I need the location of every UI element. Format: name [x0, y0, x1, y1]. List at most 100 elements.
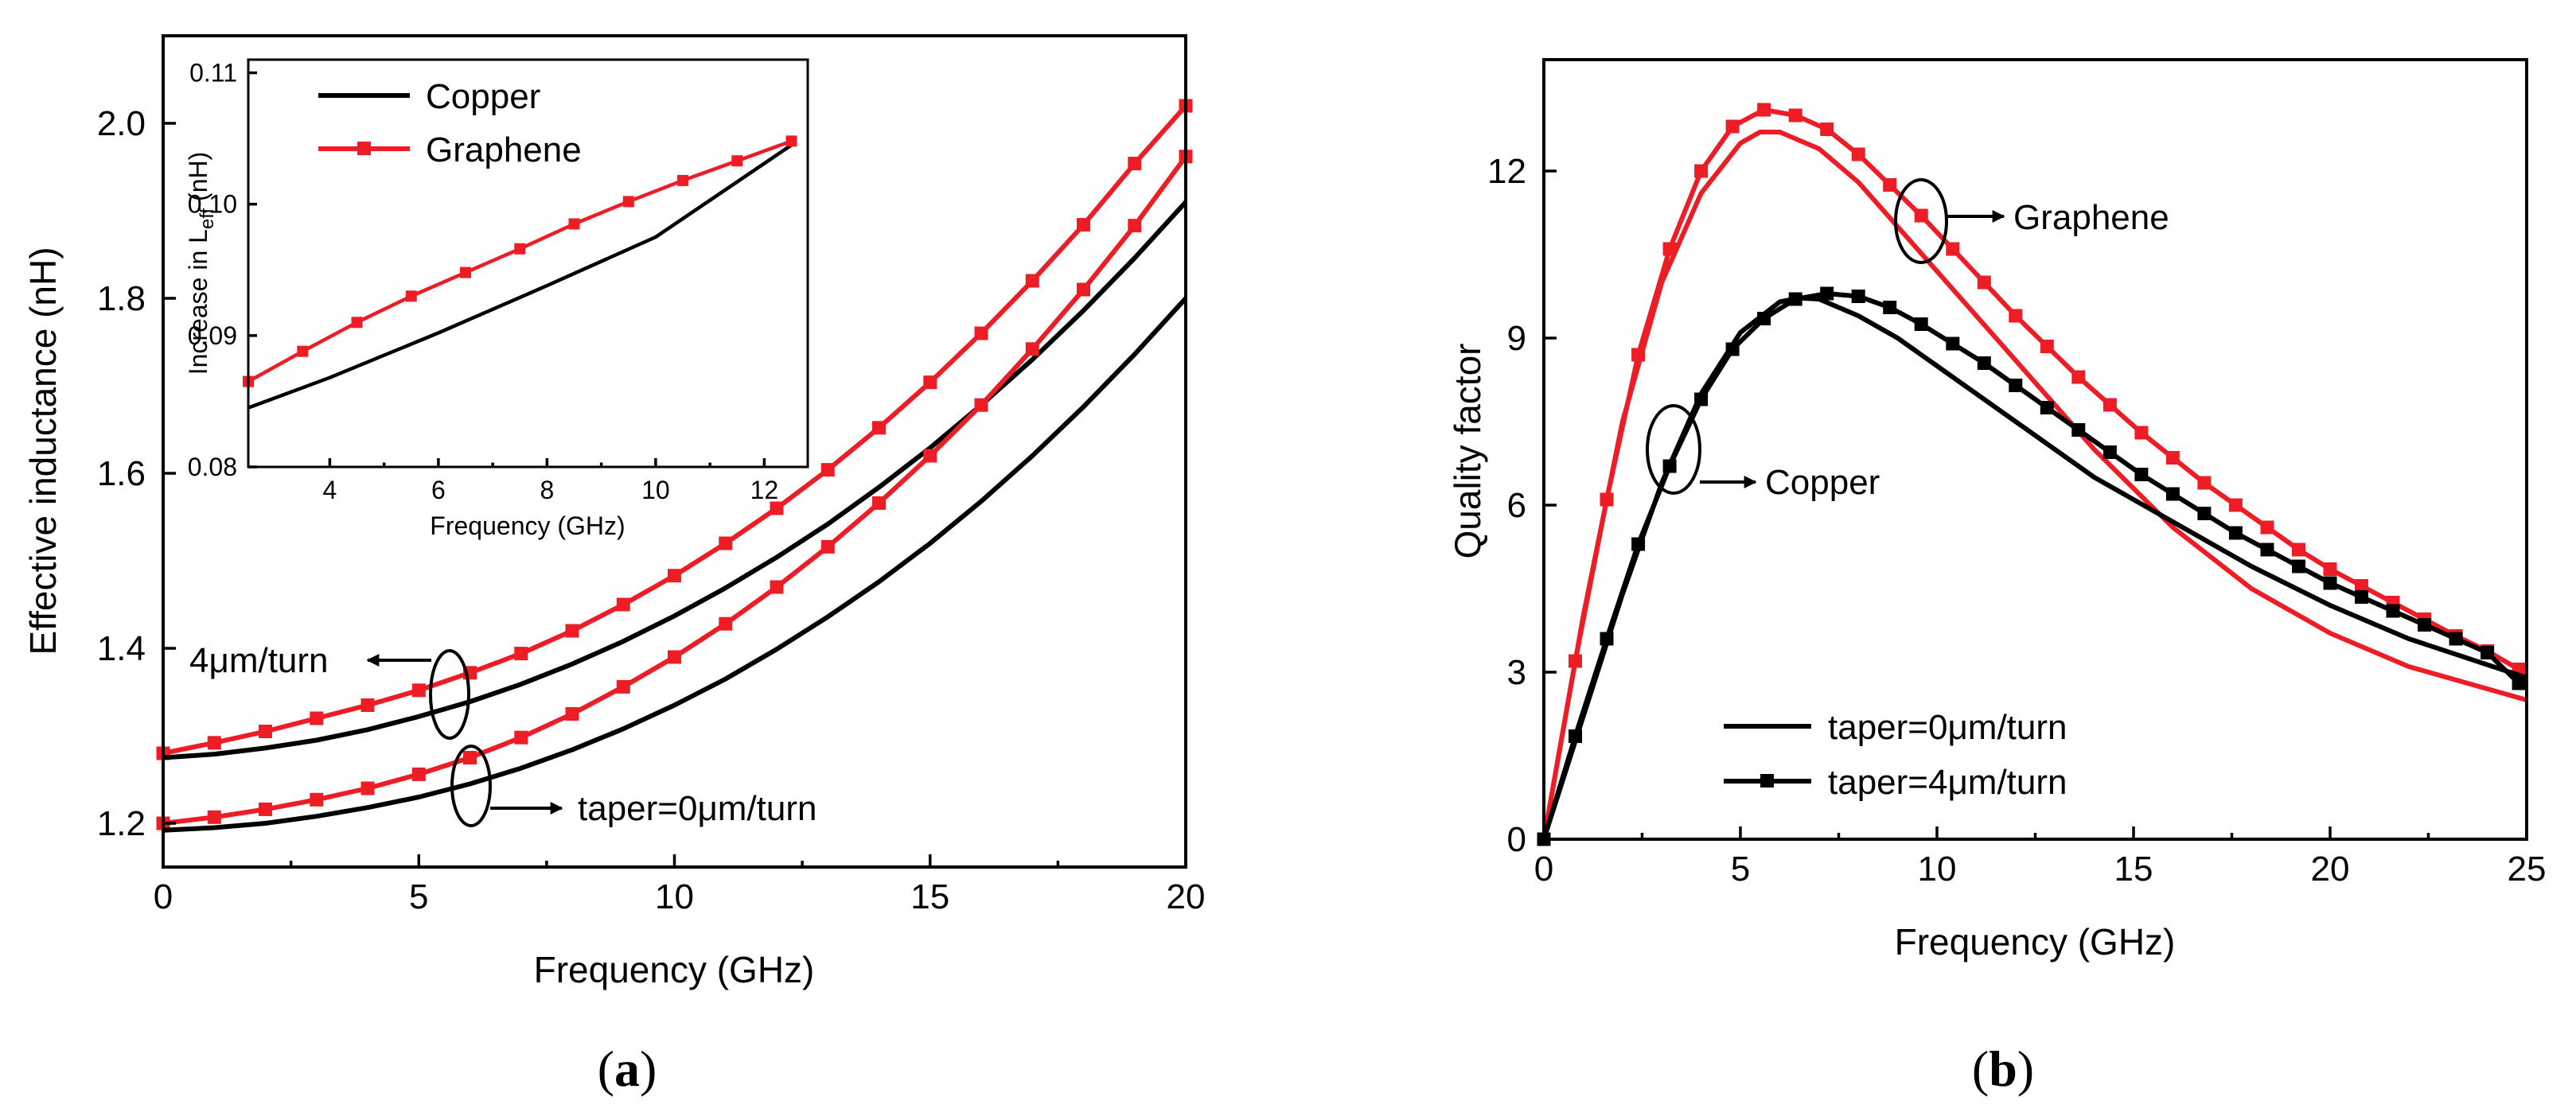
a-point-graphene-4-m-turn: [514, 647, 528, 661]
inset-chart: 4 6 8 10 120.080.090.100.11 Frequency (GHz) …: [184, 58, 809, 540]
b-point-graphene-taper-4-m-turn: [2040, 340, 2054, 353]
b-point-copper-taper-4-m-turn: [2228, 526, 2243, 540]
inset-point-graphene: [568, 218, 580, 230]
annotation-label-4um: 4μm/turn: [189, 641, 329, 680]
a-point-graphene-taper-0-m-turn: [463, 751, 477, 764]
b-point-copper-taper-4-m-turn: [1977, 356, 1991, 370]
b-x-tick-label: 15: [2114, 850, 2153, 889]
inset-legend-label-copper: Copper: [426, 77, 540, 116]
a-y-tick-label: 1.8: [97, 279, 146, 318]
a-point-graphene-taper-0-m-turn: [360, 781, 375, 795]
b-point-graphene-taper-4-m-turn: [1851, 147, 1865, 161]
legend-b: taper=0μm/turn taper=4μm/turn: [1724, 708, 2067, 802]
inset-point-graphene: [731, 155, 743, 167]
b-point-graphene-taper-4-m-turn: [2260, 520, 2274, 535]
b-point-graphene-taper-4-m-turn: [2071, 370, 2086, 384]
b-x-tick-label: 10: [1918, 850, 1957, 889]
b-point-graphene-taper-4-m-turn: [1820, 122, 1834, 136]
a-x-tick-label: 15: [910, 877, 949, 916]
a-point-graphene-4-m-turn: [770, 501, 784, 515]
b-y-tick-label: 0: [1507, 820, 1526, 859]
inset-legend: Copper Graphene: [318, 77, 582, 169]
a-series-line-copper-4-m-turn: [162, 200, 1188, 760]
b-point-copper-taper-4-m-turn: [1946, 336, 1960, 351]
b-point-copper-taper-4-m-turn: [1694, 392, 1709, 406]
b-point-graphene-taper-4-m-turn: [1600, 492, 1614, 507]
a-point-graphene-taper-0-m-turn: [872, 496, 886, 510]
a-point-graphene-taper-0-m-turn: [616, 679, 630, 694]
inset-y-title-tail: (nH): [184, 152, 212, 208]
inset-x-tick-label: 4: [322, 476, 337, 504]
inset-point-graphene: [785, 135, 797, 147]
a-point-graphene-4-m-turn: [668, 569, 681, 583]
b-point-graphene-taper-4-m-turn: [1946, 242, 1960, 256]
b-x-tick-label: 5: [1731, 850, 1750, 889]
b-point-copper-taper-4-m-turn: [1662, 459, 1677, 473]
b-y-tick-label: 3: [1507, 653, 1526, 692]
inset-series-line-graphene: [247, 139, 793, 383]
a-point-graphene-taper-0-m-turn: [668, 650, 681, 664]
a-point-graphene-4-m-turn: [872, 421, 886, 435]
b-point-graphene-taper-4-m-turn: [2228, 498, 2243, 512]
a-point-graphene-taper-0-m-turn: [514, 730, 528, 745]
panel-label-b: (b): [1972, 1040, 2034, 1097]
annotation-ellipse-copper: [1646, 404, 1701, 495]
inset-x-tick-label: 8: [540, 476, 554, 504]
inset-x-axis-title: Frequency (GHz): [430, 511, 625, 540]
inset-y-title-main: Increase in L: [184, 229, 212, 375]
inset-point-graphene: [677, 174, 688, 186]
a-point-graphene-4-m-turn: [360, 698, 375, 712]
b-point-graphene-taper-4-m-turn: [2165, 451, 2180, 465]
b-point-copper-taper-4-m-turn: [2512, 676, 2526, 690]
chart-a: 0 5 10 15 201.21.41.61.82.0 Frequency (GHz) …: [22, 34, 1206, 1097]
inset-y-title-sub: eff: [197, 208, 218, 229]
b-point-copper-taper-4-m-turn: [1820, 286, 1834, 301]
b-point-copper-taper-4-m-turn: [2323, 576, 2337, 590]
annotation-ellipse-graphene: [1894, 178, 1948, 264]
a-point-graphene-4-m-turn: [259, 725, 272, 738]
b-point-graphene-taper-4-m-turn: [1725, 119, 1740, 134]
b-point-graphene-taper-4-m-turn: [1757, 103, 1771, 117]
b-y-tick-label: 6: [1507, 486, 1526, 525]
panel-label-a-letter: a: [614, 1040, 640, 1097]
b-point-copper-taper-4-m-turn: [1914, 317, 1928, 331]
b-point-copper-taper-4-m-turn: [2102, 445, 2117, 459]
b-point-copper-taper-4-m-turn: [1883, 301, 1897, 314]
annotation-ellipse-0um: [450, 745, 492, 827]
b-point-copper-taper-4-m-turn: [2418, 618, 2432, 632]
a-point-graphene-taper-0-m-turn: [923, 449, 937, 463]
b-point-copper-taper-4-m-turn: [2386, 604, 2400, 618]
a-point-graphene-taper-0-m-turn: [1077, 282, 1090, 297]
inset-point-graphene: [622, 196, 634, 208]
legend-label-taper0: taper=0μm/turn: [1828, 708, 2067, 747]
a-point-graphene-4-m-turn: [820, 463, 835, 477]
b-point-graphene-taper-4-m-turn: [2292, 542, 2305, 557]
a-x-tick-label: 20: [1167, 877, 1206, 916]
y-axis-title-b: Quality factor: [1447, 344, 1488, 559]
b-point-copper-taper-4-m-turn: [2355, 590, 2368, 604]
b-point-copper-taper-4-m-turn: [1725, 342, 1740, 356]
inset-x-tick-label: 10: [641, 476, 670, 504]
b-x-tick-label: 20: [2311, 850, 2350, 889]
a-y-tick-label: 1.4: [97, 629, 146, 668]
b-point-copper-taper-4-m-turn: [1600, 632, 1614, 646]
annotation-ellipse-4um: [429, 649, 470, 740]
a-point-graphene-taper-0-m-turn: [974, 398, 988, 412]
inset-legend-marker-graphene: [357, 142, 371, 155]
a-point-graphene-4-m-turn: [616, 597, 630, 612]
inset-y-tick-label: 0.10: [188, 190, 237, 219]
annotations-a: 4μm/turn taper=0μm/turn: [189, 641, 817, 828]
b-x-tick-label: 25: [2508, 850, 2547, 889]
annotations-b: Graphene Copper: [1646, 178, 2169, 502]
b-y-tick-label: 9: [1507, 319, 1526, 358]
b-point-copper-taper-4-m-turn: [1569, 729, 1582, 743]
b-point-graphene-taper-4-m-turn: [1631, 348, 1646, 362]
b-point-copper-taper-4-m-turn: [2449, 632, 2463, 646]
annotation-label-graphene: Graphene: [2013, 198, 2169, 237]
a-y-tick-label: 1.2: [97, 804, 146, 843]
b-y-tick-label: 12: [1487, 152, 1526, 191]
a-x-tick-label: 5: [409, 877, 428, 916]
inset-series-line-copper: [247, 143, 793, 410]
b-point-copper-taper-4-m-turn: [2134, 468, 2149, 481]
